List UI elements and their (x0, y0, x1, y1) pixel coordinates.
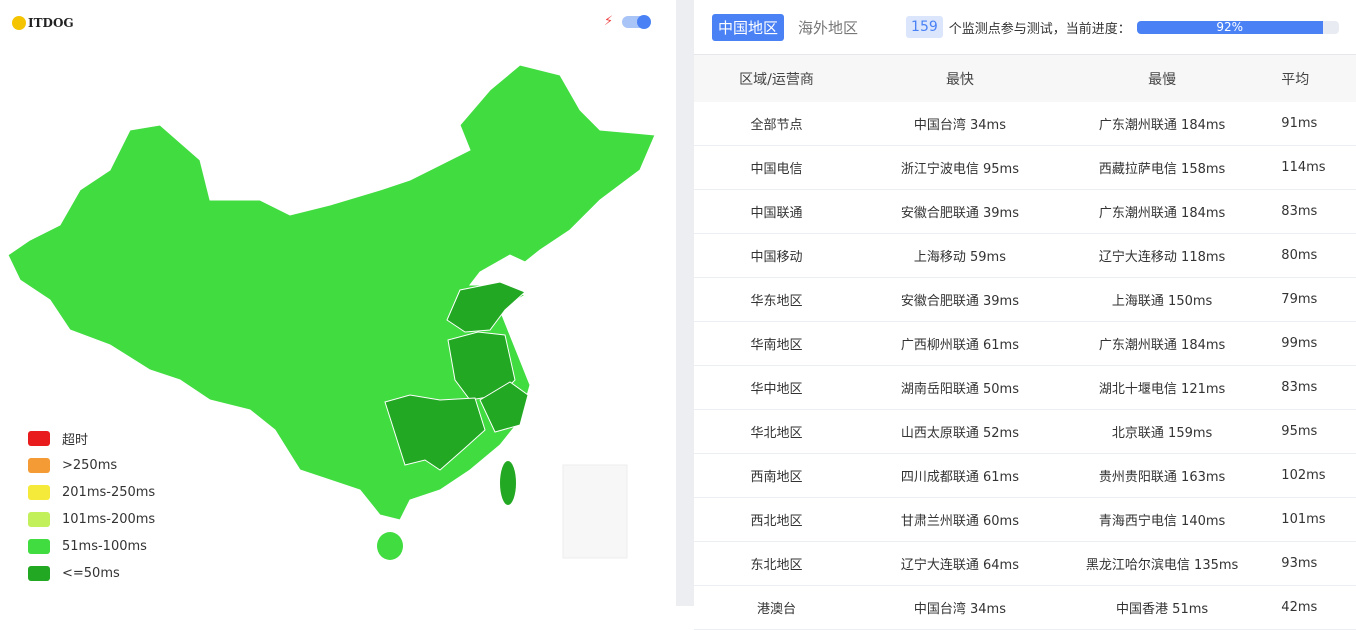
table-cell: 华中地区 (694, 365, 859, 410)
legend-item[interactable]: <=50ms (28, 560, 155, 587)
node-count-badge: 159 (906, 16, 943, 38)
table-cell: 华东地区 (694, 277, 859, 322)
itdog-logo: ITDOG (12, 16, 74, 30)
table-row: 中国移动 上海移动 59ms 辽宁大连移动 118ms 80ms (694, 233, 1356, 278)
table-cell: 北京联通 159ms (1060, 409, 1264, 454)
table-row: 中国联通 安徽合肥联通 39ms 广东潮州联通 184ms 83ms (694, 189, 1356, 234)
table-cell: 安徽合肥联通 39ms (858, 277, 1061, 322)
table-row: 华东地区 安徽合肥联通 39ms 上海联通 150ms 79ms (694, 277, 1356, 322)
progress-bar: 92% (1136, 20, 1339, 34)
table-cell: 西南地区 (694, 453, 859, 498)
table-row: 东北地区 辽宁大连联通 64ms 黑龙江哈尔滨电信 135ms 93ms (694, 541, 1356, 586)
progress-label: 个监测点参与测试，当前进度： (948, 21, 1131, 37)
table-cell: 80ms (1263, 233, 1356, 278)
taiwan-region (500, 461, 516, 505)
tab-overseas[interactable]: 海外地区 (798, 18, 859, 37)
table-cell: 湖北十堰电信 121ms (1060, 365, 1264, 410)
table-cell: 上海联通 150ms (1060, 277, 1264, 322)
hunan-jiangxi-region (384, 394, 486, 471)
table-cell: 西藏拉萨电信 158ms (1060, 145, 1264, 190)
table-cell: 四川成都联通 61ms (858, 453, 1061, 498)
table-cell: 中国移动 (694, 233, 859, 278)
south-china-sea-inset (562, 464, 628, 559)
table-cell: 广东潮州联通 184ms (1060, 102, 1264, 146)
table-cell: 东北地区 (694, 541, 859, 586)
table-cell: 中国台湾 34ms (858, 585, 1061, 630)
table-cell: 青海西宁电信 140ms (1060, 497, 1264, 542)
table-row: 华北地区 山西太原联通 52ms 北京联通 159ms 95ms (694, 409, 1356, 454)
table-cell: 黑龙江哈尔滨电信 135ms (1060, 541, 1264, 586)
table-row: 华南地区 广西柳州联通 61ms 广东潮州联通 184ms 99ms (694, 321, 1356, 366)
table-cell: 83ms (1263, 189, 1356, 234)
shandong-region (446, 281, 526, 333)
hainan-region (377, 532, 403, 560)
column-header: 平均 (1263, 55, 1356, 102)
lightning-icon[interactable]: ⚡ (604, 14, 614, 29)
table-row: 港澳台 中国台湾 34ms 中国香港 51ms 42ms (694, 585, 1356, 630)
column-header: 最慢 (1060, 55, 1264, 102)
column-header: 区域/运营商 (694, 55, 859, 102)
table-cell: 浙江宁波电信 95ms (858, 145, 1061, 190)
table-cell: 广西柳州联通 61ms (858, 321, 1061, 366)
table-cell: 广东潮州联通 184ms (1060, 321, 1264, 366)
table-cell: 中国香港 51ms (1060, 585, 1264, 630)
table-cell: 山西太原联通 52ms (858, 409, 1061, 454)
table-cell: 上海移动 59ms (858, 233, 1061, 278)
legend-item[interactable]: 超时 (28, 425, 155, 452)
column-header: 最快 (858, 55, 1061, 102)
table-cell: 华北地区 (694, 409, 859, 454)
table-cell: 广东潮州联通 184ms (1060, 189, 1264, 234)
results-panel: 中国地区 海外地区 159 个监测点参与测试，当前进度： 92% 区域/运营商最… (694, 0, 1356, 630)
table-cell: 83ms (1263, 365, 1356, 410)
results-table: 区域/运营商 最快 最慢 平均 全部节点 中国台湾 34ms 广东潮州联通 184ms 91… (694, 55, 1356, 630)
panel-divider (676, 0, 694, 606)
table-cell: 辽宁大连联通 64ms (858, 541, 1061, 586)
zhejiang-region (479, 381, 529, 433)
table-cell: 91ms (1263, 102, 1356, 146)
table-cell: 79ms (1263, 277, 1356, 322)
table-cell: 93ms (1263, 541, 1356, 586)
legend-item[interactable]: 51ms-100ms (28, 533, 155, 560)
table-cell: 西北地区 (694, 497, 859, 542)
table-cell: 全部节点 (694, 102, 859, 146)
table-cell: 华南地区 (694, 321, 859, 366)
table-row: 华中地区 湖南岳阳联通 50ms 湖北十堰电信 121ms 83ms (694, 365, 1356, 410)
table-row: 全部节点 中国台湾 34ms 广东潮州联通 184ms 91ms (694, 102, 1356, 146)
table-row: 西南地区 四川成都联通 61ms 贵州贵阳联通 163ms 102ms (694, 453, 1356, 498)
table-row: 中国电信 浙江宁波电信 95ms 西藏拉萨电信 158ms 114ms (694, 145, 1356, 190)
table-cell: 中国台湾 34ms (858, 102, 1061, 146)
table-cell: 42ms (1263, 585, 1356, 630)
china-map (7, 64, 656, 560)
map-panel: ITDOG ⚡ 超时 >250ms 201ms-250ms 101ms-200m… (0, 0, 676, 606)
table-cell: 114ms (1263, 145, 1356, 190)
table-cell: 99ms (1263, 321, 1356, 366)
table-cell: 安徽合肥联通 39ms (858, 189, 1061, 234)
table-cell: 101ms (1263, 497, 1356, 542)
tab-china[interactable]: 中国地区 (712, 13, 785, 41)
table-cell: 湖南岳阳联通 50ms (858, 365, 1061, 410)
toggle-switch[interactable] (622, 15, 651, 29)
latency-legend: 超时 >250ms 201ms-250ms 101ms-200ms 51ms-1… (28, 425, 155, 587)
table-cell: 甘肃兰州联通 60ms (858, 497, 1061, 542)
legend-item[interactable]: 101ms-200ms (28, 506, 155, 533)
table-cell: 中国联通 (694, 189, 859, 234)
table-cell: 中国电信 (694, 145, 859, 190)
table-row: 西北地区 甘肃兰州联通 60ms 青海西宁电信 140ms 101ms (694, 497, 1356, 542)
table-cell: 港澳台 (694, 585, 859, 630)
table-cell: 贵州贵阳联通 163ms (1060, 453, 1264, 498)
legend-item[interactable]: >250ms (28, 452, 155, 479)
legend-item[interactable]: 201ms-250ms (28, 479, 155, 506)
table-cell: 95ms (1263, 409, 1356, 454)
table-cell: 辽宁大连移动 118ms (1060, 233, 1264, 278)
table-cell: 102ms (1263, 453, 1356, 498)
